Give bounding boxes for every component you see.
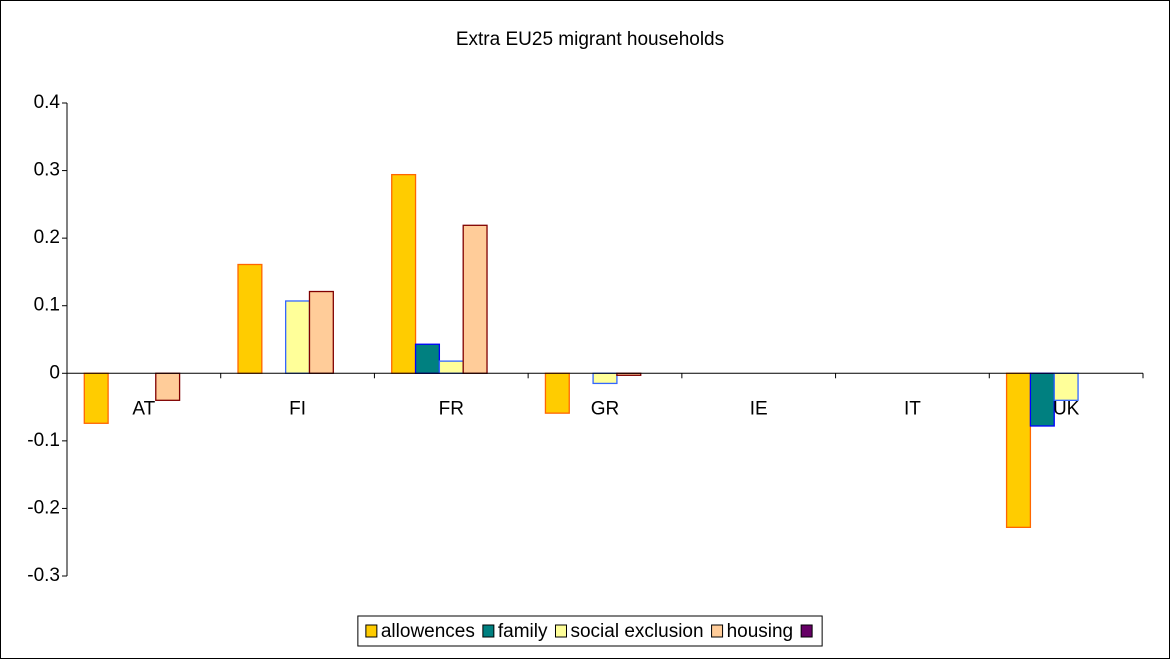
x-tick-label: GR xyxy=(591,398,620,419)
bar xyxy=(1029,372,1055,427)
legend: allowences family social exclusion housing xyxy=(357,615,823,647)
y-tick-label: 0 xyxy=(49,362,60,383)
legend-label: family xyxy=(498,621,548,642)
legend-swatch xyxy=(711,624,724,638)
x-tick-label: FR xyxy=(439,398,464,419)
bar xyxy=(544,372,570,414)
x-tick-label: AT xyxy=(132,398,155,419)
x-tick-label: UK xyxy=(1053,398,1080,419)
bar xyxy=(391,173,417,374)
bar xyxy=(237,263,263,374)
legend-label: social exclusion xyxy=(570,621,703,642)
y-tick-label: -0.1 xyxy=(27,430,60,451)
legend-swatch xyxy=(365,624,378,638)
legend-label: allowences xyxy=(381,621,475,642)
y-tick-label: -0.3 xyxy=(27,565,60,586)
chart-title: Extra EU25 migrant households xyxy=(456,29,724,50)
y-tick-label: 0.4 xyxy=(34,92,61,113)
y-tick-label: 0.1 xyxy=(34,295,60,316)
bar xyxy=(592,372,618,385)
legend-label: housing xyxy=(727,621,794,642)
x-tick-label: IT xyxy=(904,398,921,419)
bar xyxy=(1053,372,1079,401)
y-tick-label: 0.2 xyxy=(34,227,60,248)
bar xyxy=(155,372,181,401)
bar xyxy=(462,224,488,374)
bar xyxy=(308,290,334,374)
x-tick-label: FI xyxy=(289,398,306,419)
bar xyxy=(414,343,441,374)
bar xyxy=(83,372,109,424)
legend-box xyxy=(357,615,823,647)
bar xyxy=(438,360,464,374)
legend-swatch xyxy=(554,624,567,638)
y-tick-label: -0.2 xyxy=(27,497,60,518)
bar xyxy=(1005,372,1032,528)
legend-swatch xyxy=(482,624,495,638)
x-tick-label: IE xyxy=(750,398,768,419)
bar xyxy=(285,300,311,374)
legend-swatch xyxy=(800,624,813,638)
y-tick-label: 0.3 xyxy=(34,160,60,181)
